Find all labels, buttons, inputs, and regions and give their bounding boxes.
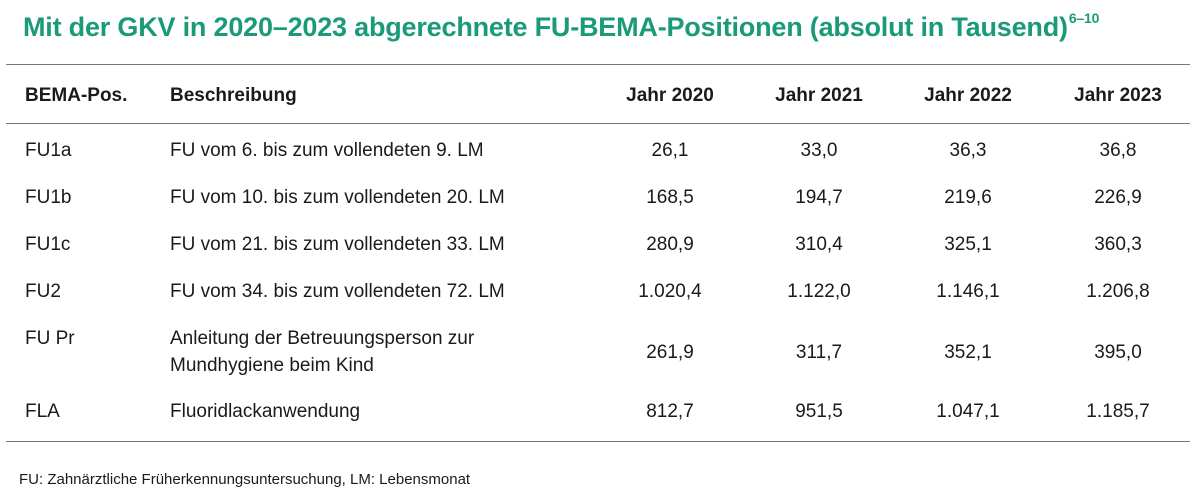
cell-jahr-2023: 395,0 bbox=[1094, 342, 1142, 363]
title-text: Mit der GKV in 2020–2023 abgerechnete FU… bbox=[23, 12, 1068, 42]
cell-jahr-2022: 1.146,1 bbox=[936, 281, 1000, 302]
cell-bema-pos: FU1c bbox=[25, 234, 71, 255]
cell-beschreibung-line-1: Anleitung der Betreuungsperson zur bbox=[170, 328, 475, 349]
cell-bema-pos: FLA bbox=[25, 401, 60, 422]
header-jahr-2020: Jahr 2020 bbox=[626, 85, 714, 106]
cell-beschreibung: FU vom 21. bis zum vollendeten 33. LM bbox=[170, 234, 505, 255]
header-beschreibung: Beschreibung bbox=[170, 85, 297, 106]
cell-jahr-2023: 36,8 bbox=[1099, 140, 1137, 161]
cell-jahr-2023: 226,9 bbox=[1094, 187, 1142, 208]
header-jahr-2021: Jahr 2021 bbox=[775, 85, 863, 106]
title-reference-superscript: 6–10 bbox=[1068, 10, 1100, 26]
cell-jahr-2021: 33,0 bbox=[800, 140, 838, 161]
cell-jahr-2022: 36,3 bbox=[949, 140, 987, 161]
cell-jahr-2023: 1.206,8 bbox=[1086, 281, 1150, 302]
footnote: FU: Zahnärztliche Früherkennungsuntersuc… bbox=[19, 471, 471, 488]
cell-jahr-2021: 1.122,0 bbox=[787, 281, 851, 302]
table-header-rule bbox=[6, 123, 1190, 124]
header-bema-pos: BEMA-Pos. bbox=[25, 85, 128, 106]
cell-bema-pos: FU1b bbox=[25, 187, 72, 208]
cell-jahr-2020: 812,7 bbox=[646, 401, 694, 422]
cell-jahr-2020: 168,5 bbox=[646, 187, 694, 208]
cell-bema-pos: FU Pr bbox=[25, 328, 75, 349]
cell-beschreibung: Anleitung der Betreuungsperson zur Mundh… bbox=[170, 325, 474, 379]
cell-jahr-2022: 219,6 bbox=[944, 187, 992, 208]
header-jahr-2022: Jahr 2022 bbox=[924, 85, 1012, 106]
cell-beschreibung-line-2: Mundhygiene beim Kind bbox=[170, 355, 374, 376]
cell-jahr-2020: 280,9 bbox=[646, 234, 694, 255]
table-bottom-rule bbox=[6, 441, 1190, 442]
cell-jahr-2022: 352,1 bbox=[944, 342, 992, 363]
header-jahr-2023: Jahr 2023 bbox=[1074, 85, 1162, 106]
cell-jahr-2021: 311,7 bbox=[795, 342, 843, 363]
cell-jahr-2021: 194,7 bbox=[795, 187, 843, 208]
cell-jahr-2023: 360,3 bbox=[1094, 234, 1142, 255]
cell-beschreibung: FU vom 34. bis zum vollendeten 72. LM bbox=[170, 281, 505, 302]
cell-jahr-2021: 951,5 bbox=[795, 401, 843, 422]
cell-bema-pos: FU1a bbox=[25, 140, 72, 161]
table-top-rule bbox=[6, 64, 1190, 65]
cell-beschreibung: FU vom 6. bis zum vollendeten 9. LM bbox=[170, 140, 484, 161]
cell-beschreibung: FU vom 10. bis zum vollendeten 20. LM bbox=[170, 187, 505, 208]
page-title: Mit der GKV in 2020–2023 abgerechnete FU… bbox=[23, 10, 1099, 43]
cell-beschreibung: Fluoridlackanwendung bbox=[170, 401, 361, 422]
cell-jahr-2020: 26,1 bbox=[651, 140, 689, 161]
cell-jahr-2022: 1.047,1 bbox=[936, 401, 1000, 422]
cell-jahr-2020: 1.020,4 bbox=[638, 281, 702, 302]
cell-jahr-2020: 261,9 bbox=[646, 342, 694, 363]
cell-jahr-2023: 1.185,7 bbox=[1086, 401, 1150, 422]
cell-jahr-2021: 310,4 bbox=[795, 234, 843, 255]
cell-jahr-2022: 325,1 bbox=[944, 234, 992, 255]
cell-bema-pos: FU2 bbox=[25, 281, 61, 302]
